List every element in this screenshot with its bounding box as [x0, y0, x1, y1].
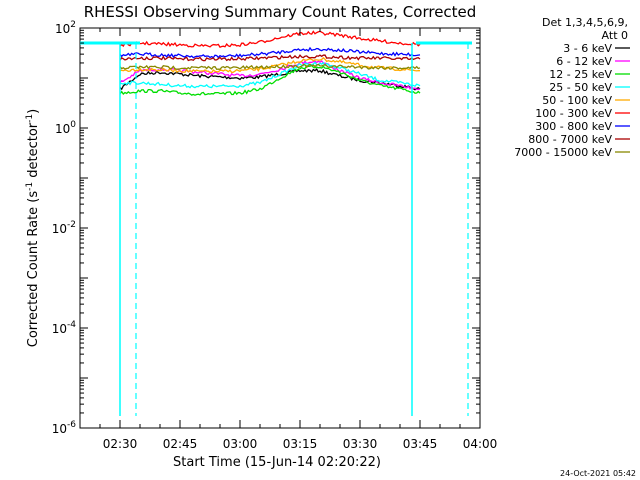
- legend-label-3: 25 - 50 keV: [549, 81, 612, 94]
- series-line-6: [119, 46, 421, 59]
- x-tick-label-6: 04:00: [463, 437, 498, 451]
- series-line-2: [119, 64, 421, 96]
- legend-header-detectors: Det 1,3,4,5,6,9,: [542, 16, 628, 29]
- y-tick-label-4: 10-6: [52, 420, 77, 436]
- legend-label-6: 300 - 800 keV: [535, 120, 612, 133]
- legend-label-7: 800 - 7000 keV: [528, 133, 612, 146]
- x-tick-label-1: 02:45: [163, 437, 198, 451]
- y-axis-label: Corrected Count Rate (s-1 detector-1): [25, 109, 41, 347]
- x-axis-ticks: 02:30 02:45 03:00 03:15 03:30 03:45 04:00: [79, 28, 498, 451]
- series-layer: [119, 30, 421, 96]
- plot-frame: [79, 27, 481, 429]
- legend-label-5: 100 - 300 keV: [535, 107, 612, 120]
- x-tick-label-5: 03:45: [403, 437, 438, 451]
- legend-header-attenuator: Att 0: [602, 29, 628, 42]
- x-axis-label: Start Time (15-Jun-14 02:20:22): [173, 455, 381, 470]
- legend-label-4: 50 - 100 keV: [542, 94, 612, 107]
- series-line-5: [119, 30, 421, 49]
- y-tick-label-0: 102: [55, 20, 76, 36]
- series-line-7: [119, 54, 421, 62]
- attenuator-overlay-layer: [80, 41, 472, 416]
- y-tick-label-3: 10-4: [52, 320, 77, 336]
- y-axis-ticks: 102 100 10-2 10-4 10-6: [52, 20, 480, 436]
- legend-label-1: 6 - 12 keV: [556, 55, 612, 68]
- x-tick-label-3: 03:15: [283, 437, 318, 451]
- legend-label-0: 3 - 6 keV: [563, 42, 612, 55]
- series-line-3: [119, 61, 421, 89]
- x-tick-label-0: 02:30: [103, 437, 138, 451]
- chart-title: RHESSI Observing Summary Count Rates, Co…: [84, 3, 477, 21]
- generated-timestamp: 24-Oct-2021 05:42: [560, 469, 636, 478]
- x-tick-label-4: 03:30: [343, 437, 378, 451]
- legend-label-2: 12 - 25 keV: [549, 68, 612, 81]
- x-tick-label-2: 03:00: [223, 437, 258, 451]
- y-tick-label-2: 10-2: [52, 220, 76, 236]
- y-tick-label-1: 100: [55, 120, 76, 136]
- series-line-8: [119, 63, 421, 71]
- legend-label-8: 7000 - 15000 keV: [514, 146, 612, 159]
